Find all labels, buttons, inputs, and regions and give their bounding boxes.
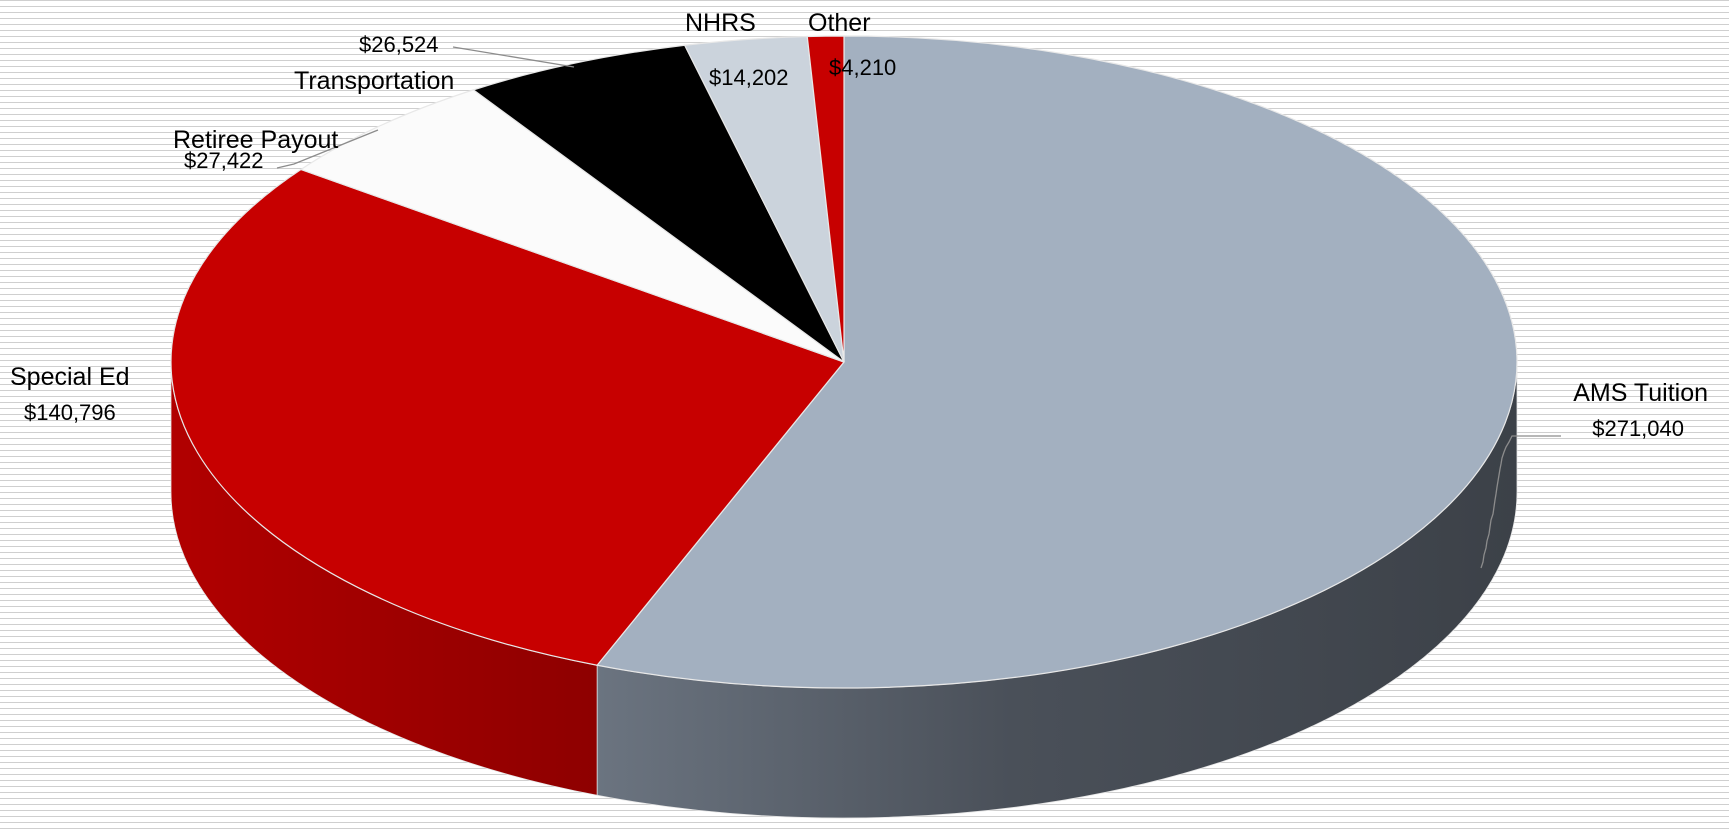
label-value-transportation: $26,524	[359, 32, 439, 57]
leader-line-ams-tuition	[1480, 435, 1561, 569]
pie-tops	[170, 35, 1518, 689]
label-value-ams-tuition: $271,040	[1592, 416, 1684, 441]
leader-line-transportation	[452, 46, 575, 68]
pie-slice-special-ed	[170, 168, 846, 666]
label-name-ams-tuition: AMS Tuition	[1573, 379, 1708, 407]
label-value-other: $4,210	[829, 55, 896, 80]
pie-slice-transportation	[472, 44, 845, 363]
label-name-retiree-payout: Retiree Payout	[173, 126, 338, 154]
label-name-other: Other	[808, 9, 871, 37]
pie-slice-retiree-payout	[299, 89, 845, 363]
label-value-retiree-payout: $27,422	[184, 148, 264, 173]
leader-line-retiree-payout	[276, 129, 379, 169]
label-name-nhrs: NHRS	[685, 9, 756, 37]
pie-slice-other	[806, 35, 845, 363]
pie-leader-lines	[276, 46, 1561, 569]
pie-labels: AMS Tuition $271,040 Special Ed $140,796 Ret…	[10, 9, 1708, 441]
pie-slice-ams-tuition	[596, 35, 1518, 689]
label-name-transportation: Transportation	[294, 67, 454, 95]
label-value-nhrs: $14,202	[709, 65, 789, 90]
label-value-special-ed: $140,796	[24, 400, 116, 425]
label-name-special-ed: Special Ed	[10, 363, 130, 391]
